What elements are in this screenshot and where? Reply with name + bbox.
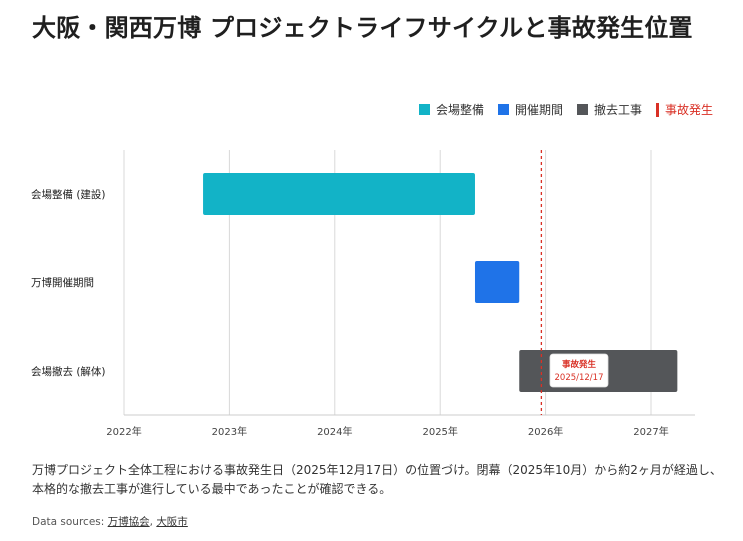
accident-label-box — [549, 353, 609, 388]
x-axis-ticks: 2022年 2023年 2024年 2025年 2026年 2027年 — [106, 425, 668, 438]
bar-construction — [203, 173, 475, 215]
y-category-label: 会場整備 (建設) — [31, 188, 106, 201]
chart-title: 大阪・関西万博 プロジェクトライフサイクルと事故発生位置 — [32, 14, 693, 42]
source-link-expo-association[interactable]: 万博協会 — [107, 516, 150, 528]
legend-label-event: 開催期間 — [514, 103, 563, 117]
legend-item-event: 開催期間 — [497, 101, 563, 118]
accident-label-title: 事故発生 — [562, 359, 597, 370]
x-tick-label: 2022年 — [106, 425, 141, 438]
sources-separator: , — [149, 516, 157, 528]
legend-item-construction: 会場整備 — [418, 101, 484, 118]
x-tick-label: 2023年 — [212, 425, 247, 438]
legend-label-construction: 会場整備 — [435, 103, 484, 117]
y-category-label: 会場撤去 (解体) — [31, 365, 106, 378]
legend-item-accident: 事故発生 — [655, 101, 713, 118]
legend-swatch-event — [497, 104, 509, 115]
x-tick-label: 2027年 — [633, 425, 668, 438]
chart-caption: 万博プロジェクト全体工程における事故発生日（2025年12月17日）の位置づけ。… — [32, 463, 722, 496]
legend-item-demolition: 撤去工事 — [576, 101, 642, 118]
y-category-label: 万博開催期間 — [31, 276, 94, 289]
x-tick-label: 2024年 — [317, 425, 352, 438]
bar-event-period — [474, 261, 520, 303]
sources-prefix: Data sources: — [32, 516, 108, 528]
legend-swatch-construction — [418, 104, 430, 115]
accident-label-date: 2025/12/17 — [555, 373, 604, 383]
data-sources: Data sources: 万博協会, 大阪市 — [32, 514, 188, 529]
x-tick-label: 2026年 — [528, 425, 563, 438]
legend-swatch-accident — [655, 102, 659, 117]
source-link-osaka-city[interactable]: 大阪市 — [156, 516, 188, 528]
legend: 会場整備 開催期間 撤去工事 事故発生 — [418, 101, 713, 118]
legend-swatch-demolition — [576, 104, 588, 115]
accident-annotation: 事故発生 2025/12/17 — [540, 150, 609, 415]
x-tick-label: 2025年 — [422, 425, 457, 438]
legend-label-demolition: 撤去工事 — [593, 103, 642, 117]
legend-label-accident: 事故発生 — [664, 103, 713, 117]
timeline-chart: 2022年 2023年 2024年 2025年 2026年 2027年 会場整備 (建設)… — [31, 150, 695, 438]
